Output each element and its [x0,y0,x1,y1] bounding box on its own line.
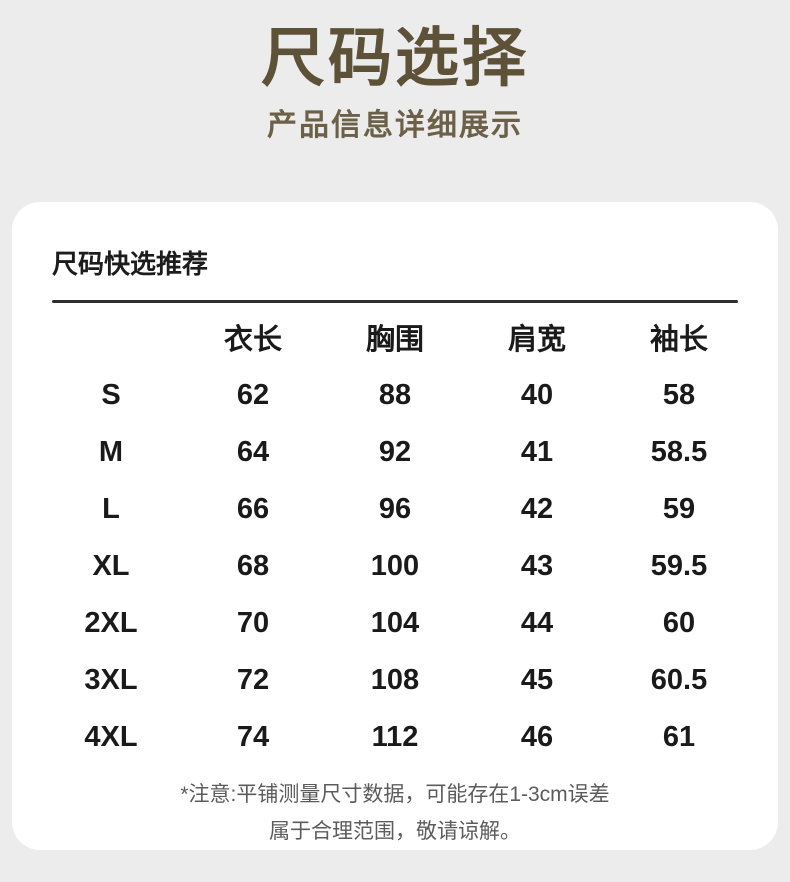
measurement-value: 59.5 [650,550,708,582]
measurement-value: 96 [378,493,412,525]
size-label: 4XL [84,721,138,753]
measurement-value: 92 [378,436,412,468]
divider [52,300,738,303]
measurement-value: 58.5 [650,436,708,468]
size-label: XL [92,550,130,582]
measurement-value: 61 [662,721,696,753]
measurement-value: 112 [371,721,419,753]
note-line-1: *注意:平铺测量尺寸数据，可能存在1-3cm误差 [180,783,610,806]
measurement-value: 40 [520,379,554,411]
card-heading: 尺码快选推荐 [52,249,209,279]
measurement-value: 62 [236,379,270,411]
page-title: 尺码选择 [261,22,529,94]
size-label: S [101,379,121,411]
measurement-value: 41 [520,436,554,468]
column-header: 衣长 [223,324,282,356]
measurement-value: 46 [520,721,554,753]
measurement-value: 88 [378,379,412,411]
measurement-value: 64 [236,436,270,468]
size-chart-card: 尺码快选推荐 衣长 胸围 肩宽 袖长 S 62 88 40 58 M 64 92 41 58.5 L 66 96… [12,202,778,850]
size-label: L [102,493,120,525]
measurement-value: 100 [370,550,420,582]
column-header: 袖长 [649,324,708,356]
measurement-value: 58 [662,379,696,411]
measurement-value: 104 [370,607,420,639]
measurement-value: 72 [236,664,270,696]
measurement-value: 60 [662,607,696,639]
measurement-value: 59 [662,493,696,525]
measurement-value: 42 [520,493,554,525]
size-table: 衣长 胸围 肩宽 袖长 S 62 88 40 58 M 64 92 41 58.5 L 66 96 42 59 XL 6… [40,307,750,766]
measurement-value: 60.5 [650,664,708,696]
column-header: 胸围 [365,324,424,356]
table-row: 3XL 72 108 45 60.5 [40,652,750,709]
note-line-2: 属于合理范围，敬请谅解。 [269,820,521,843]
size-label: 3XL [84,664,138,696]
table-row: L 66 96 42 59 [40,481,750,538]
table-row: S 62 88 40 58 [40,367,750,424]
table-header-row: 衣长 胸围 肩宽 袖长 [40,307,750,367]
size-label: 2XL [84,607,138,639]
measurement-note: *注意:平铺测量尺寸数据，可能存在1-3cm误差 属于合理范围，敬请谅解。 [40,776,750,850]
column-header: 肩宽 [507,324,566,356]
size-label: M [98,436,124,468]
table-row: 4XL 74 112 46 61 [40,709,750,766]
table-row: XL 68 100 43 59.5 [40,538,750,595]
measurement-value: 108 [370,664,420,696]
table-row: 2XL 70 104 44 60 [40,595,750,652]
measurement-value: 70 [236,607,270,639]
measurement-value: 45 [520,664,554,696]
measurement-value: 44 [520,607,554,639]
measurement-value: 68 [236,550,270,582]
measurement-value: 66 [236,493,270,525]
table-row: M 64 92 41 58.5 [40,424,750,481]
measurement-value: 74 [236,721,270,753]
page-subtitle: 产品信息详细展示 [267,109,523,142]
measurement-value: 43 [520,550,554,582]
